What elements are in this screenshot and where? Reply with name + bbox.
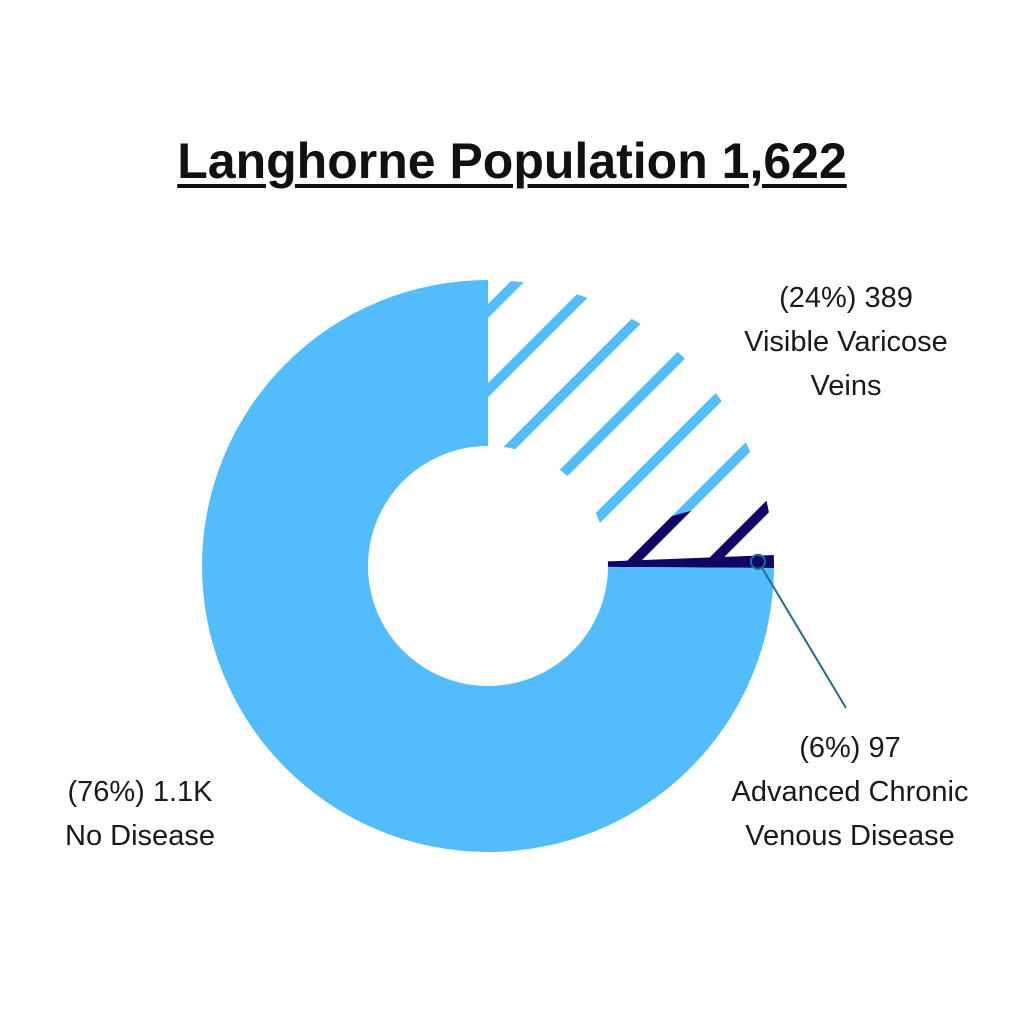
slice-no-disease [201, 280, 774, 852]
label-none-name: No Disease [65, 820, 215, 852]
label-no-disease: (76%) 1.1K No Disease [30, 770, 250, 858]
slice-advanced-edge [607, 555, 774, 568]
leader-line-group [749, 553, 847, 709]
leader-anchor-dot [749, 553, 766, 570]
label-advanced-chronic: (6%) 97 Advanced Chronic Venous Disease [700, 726, 1000, 858]
label-none-value: (76%) 1.1K [67, 776, 213, 808]
chart-title: Langhorne Population 1,622 [177, 133, 847, 189]
label-advanced-name-1: Advanced Chronic [731, 776, 969, 808]
label-visible-name-2: Veins [810, 370, 882, 402]
slice-advanced-chronic [603, 491, 774, 568]
label-advanced-value: (6%) 97 [799, 732, 901, 764]
label-advanced-name-2: Venous Disease [745, 820, 955, 852]
label-visible-name-1: Visible Varicose [744, 326, 948, 358]
label-visible-value: (24%) 389 [779, 282, 913, 314]
slice-visible-varicose [488, 280, 764, 535]
leader-line [761, 567, 847, 709]
label-visible-varicose: (24%) 389 Visible Varicose Veins [706, 276, 986, 408]
